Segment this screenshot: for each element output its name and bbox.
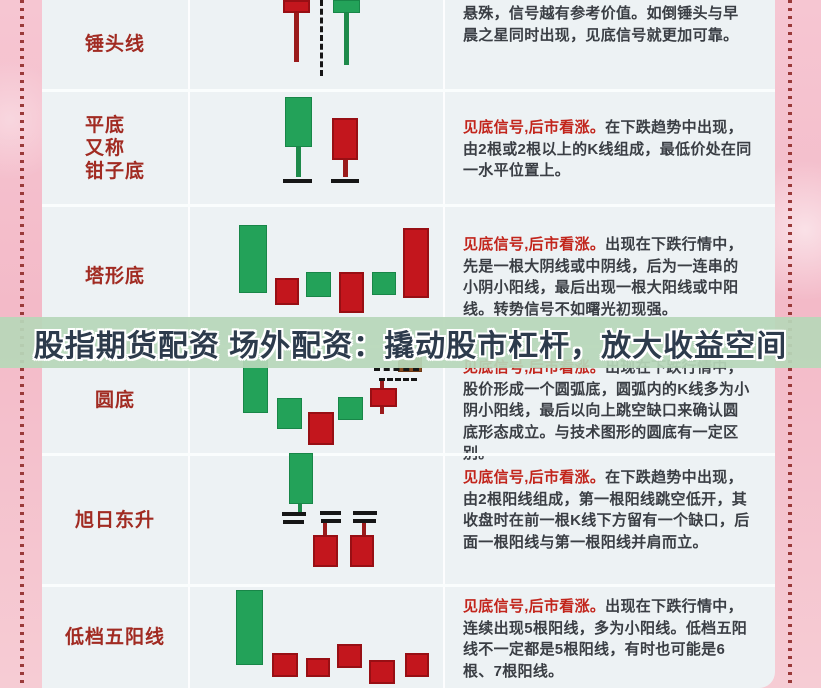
overlay-banner: 股指期货配资 场外配资：撬动股市杠杆，放大收益空间 (0, 317, 821, 368)
pattern-description: 见底信号,后市看涨。在下跌趋势中出现，由2根或2根以上的K线组成，最低价处在同一… (445, 92, 775, 204)
row-five-yang-lines: 低档五阳线 见底信号,后市看涨。出现在下跌行情中，连续出现5根阳线，多为小阳线。… (42, 584, 775, 688)
pattern-diagram-cell (190, 456, 445, 584)
signal-lead-text: 见底信号,后市看涨。 (463, 598, 606, 615)
description-text: 出现在下跌行情中，先是一根大阴线或中阴线，后为一连串的小阴小阳线，最后出现一根大… (463, 236, 743, 318)
pattern-diagram-cell (190, 587, 445, 688)
description-text: 出现在下跌行情中，连续出现5根阳线，多为小阳线。低档五阳线不一定都是5根阳线，有… (463, 598, 748, 680)
pattern-name-label: 旭日东升 (42, 456, 190, 584)
signal-lead-text: 见底信号,后市看涨。 (463, 469, 606, 486)
pattern-diagram-cell (190, 348, 445, 453)
pattern-description: 见底信号,后市看涨。出现在下跌行情中，先是一根大阴线或中阴线，后为一连串的小阴小… (445, 207, 775, 345)
description-text: 在下跌趋势中出现，由2根或2根以上的K线组成，最低价处在同一水平位置上。 (463, 119, 752, 179)
description-text: 在下跌趋势中出现，由2根阳线组成，第一根阳线跳空低开，其收盘时在前一根K线下方留… (463, 469, 750, 551)
signal-lead-text: 见底信号,后市看涨。 (463, 119, 606, 136)
row-rising-sun: 旭日东升 见底信号,后市看涨。在下跌趋势中出现，由2根阳线组成，第一根阳线跳空低… (42, 453, 775, 584)
pattern-description: 悬殊，信号越有参考价值。如倒锤头与早晨之星同时出现，见底信号就更加可靠。 (445, 0, 775, 89)
pattern-name-label: 塔形底 (42, 207, 190, 345)
pattern-name-label: 低档五阳线 (42, 587, 190, 688)
pattern-name-label: 锤头线 (42, 0, 190, 89)
pattern-name-label: 平底 又称 钳子底 (42, 92, 190, 204)
row-tower-bottom: 塔形底 见底信号,后市看涨。出现在下跌行情中，先是一根大阴线或中阴线，后为一连串… (42, 204, 775, 345)
row-hammer-line: 锤头线 悬殊，信号越有参考价值。如倒锤头与早晨之星同时出现，见底信号就更加可靠。 (42, 0, 775, 89)
pattern-diagram-cell (190, 92, 445, 204)
pattern-description: 见底信号,后市看涨。出现在下跌行情中，连续出现5根阳线，多为小阳线。低档五阳线不… (445, 587, 775, 688)
row-flat-bottom: 平底 又称 钳子底 见底信号,后市看涨。在下跌趋势中出现，由2根或2根以上的K线… (42, 89, 775, 204)
pattern-diagram-cell (190, 0, 445, 89)
banner-title: 股指期货配资 场外配资：撬动股市杠杆，放大收益空间 (33, 329, 788, 363)
pattern-description: 见底信号,后市看涨。在下跌趋势中出现，由2根阳线组成，第一根阳线跳空低开，其收盘… (445, 456, 775, 584)
pattern-diagram-cell (190, 207, 445, 345)
signal-lead-text: 见底信号,后市看涨。 (463, 236, 606, 253)
pattern-name-label: 圆底 (42, 348, 190, 453)
description-text: 悬殊，信号越有参考价值。如倒锤头与早晨之星同时出现，见底信号就更加可靠。 (463, 5, 739, 44)
